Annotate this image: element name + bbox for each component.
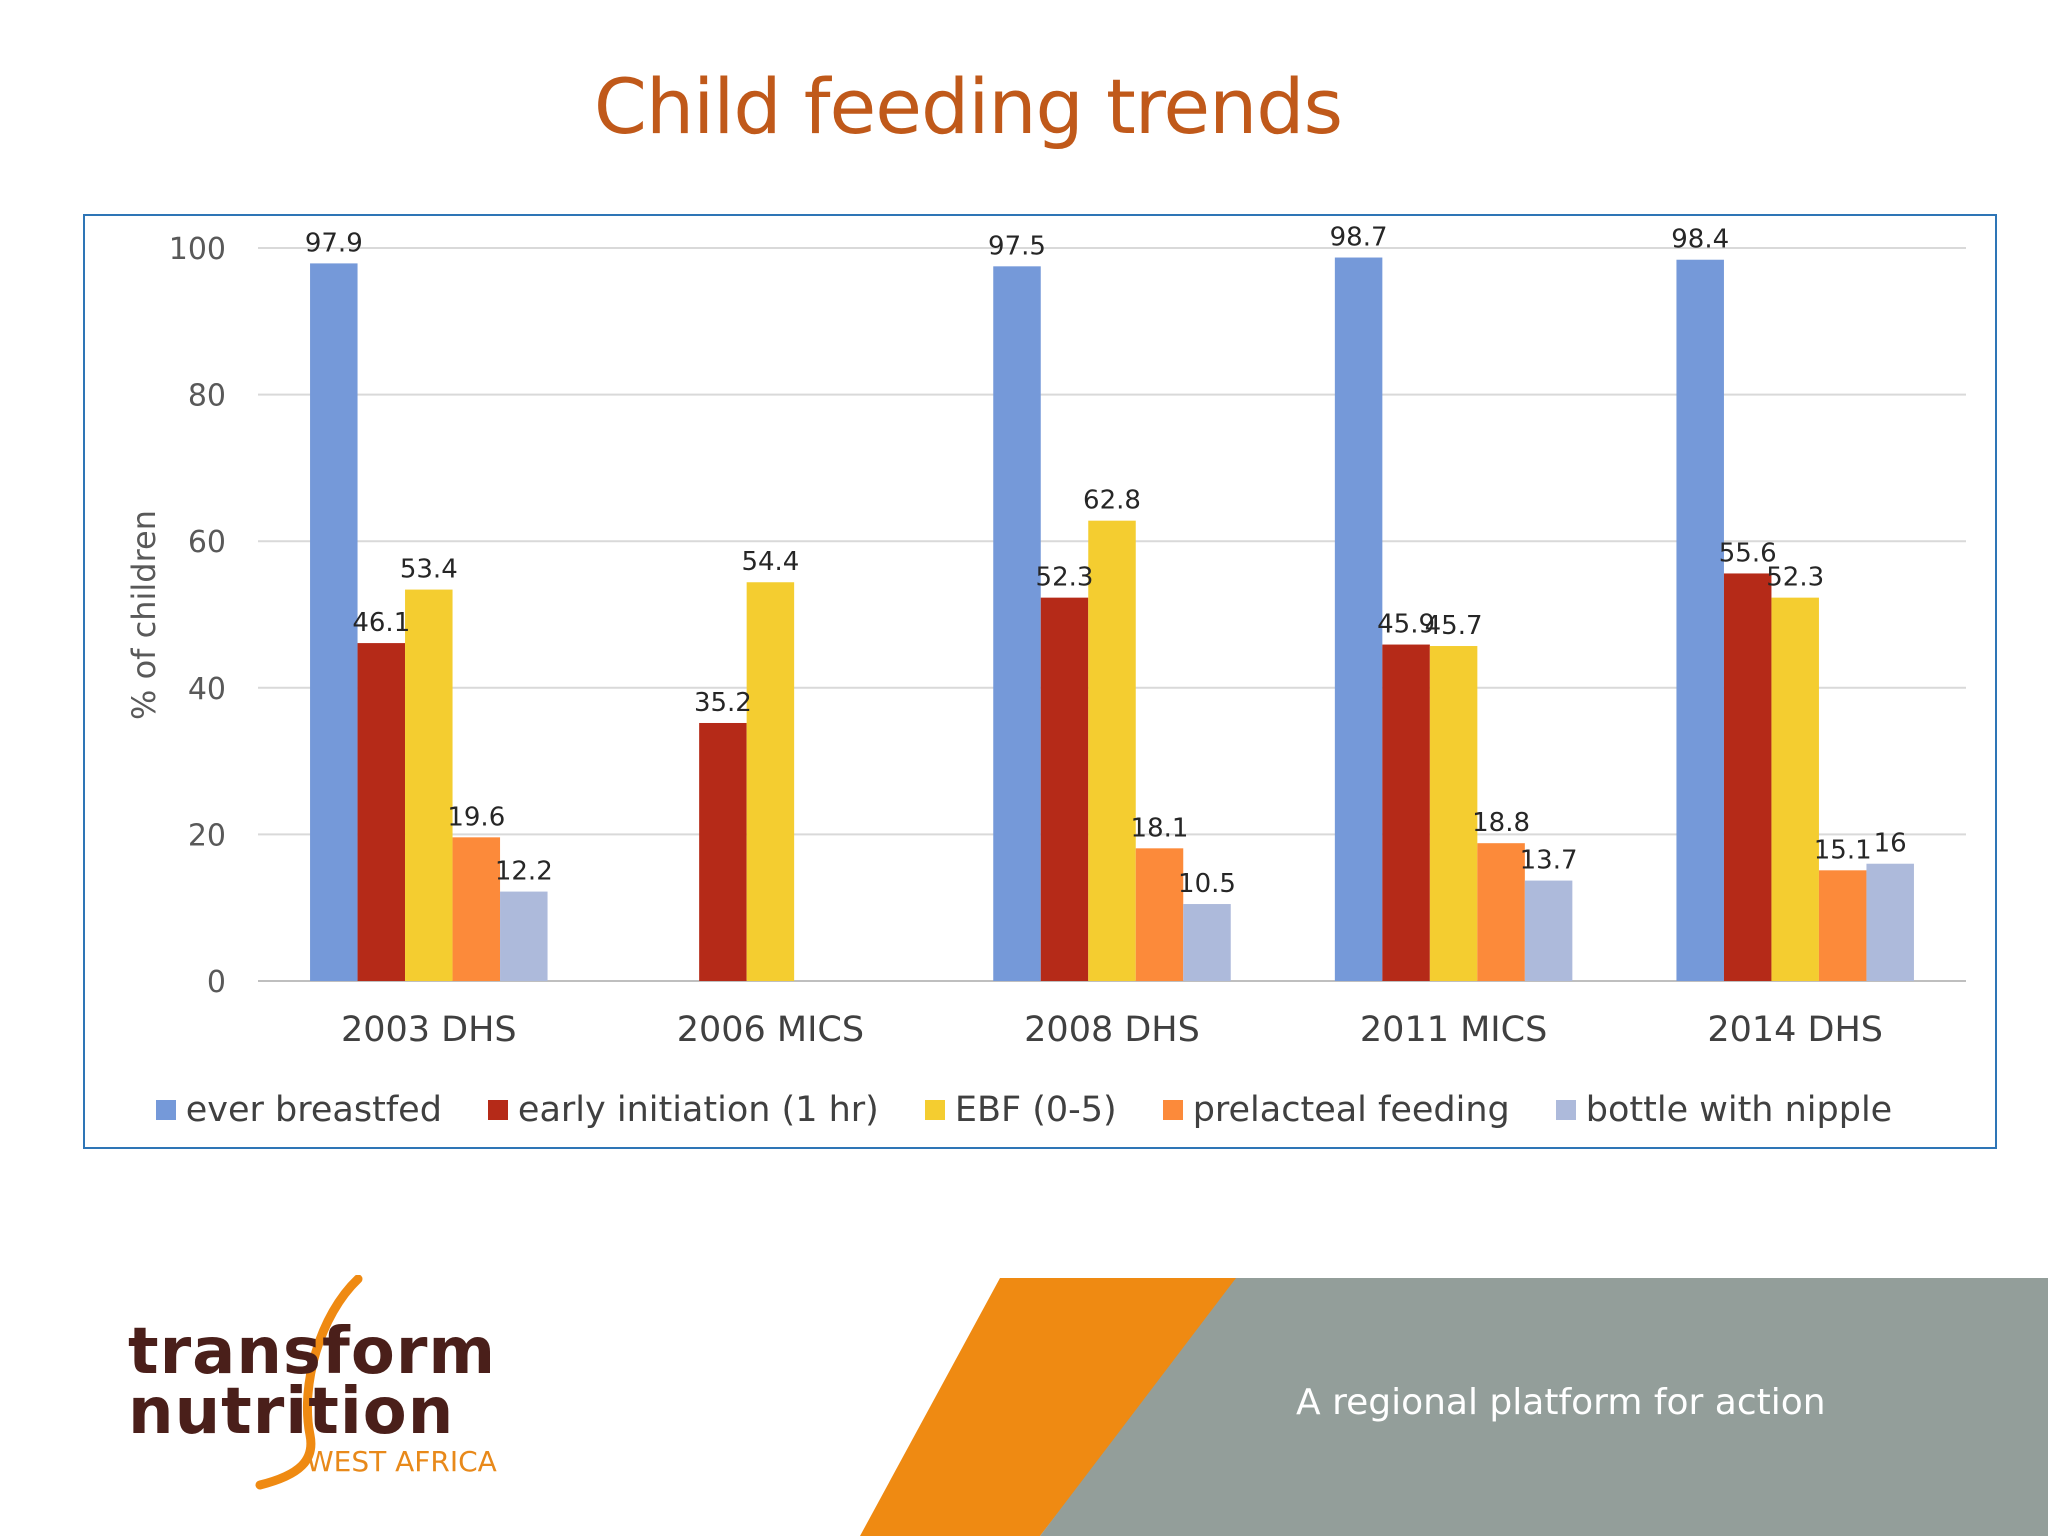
y-tick-label: 20 <box>188 818 226 853</box>
slide-title: Child feeding trends <box>593 62 1343 151</box>
bar-chart: 0 20 40 60 80 100 97.9 46.1 53.4 19.6 12.2 35.2 54.… <box>125 223 1966 1050</box>
legend-swatch <box>155 1100 176 1120</box>
data-labels: 97.9 46.1 53.4 19.6 12.2 35.2 54.4 97.5 52.3 62.8… <box>305 223 1907 900</box>
x-tick-labels: 2003 DHS 2006 MICS 2008 DHS 2011 MICS 2014 D… <box>341 1010 1883 1050</box>
data-label: 54.4 <box>741 547 799 577</box>
x-tick-label: 2008 DHS <box>1024 1010 1200 1050</box>
data-label: 55.6 <box>1719 538 1777 568</box>
bar-4-4 <box>1866 863 1914 981</box>
y-tick-label: 60 <box>188 525 226 560</box>
bar-2-1 <box>746 582 795 981</box>
data-label: 45.9 <box>1377 610 1435 640</box>
y-tick-label: 0 <box>207 965 226 1000</box>
x-tick-label: 2003 DHS <box>341 1010 517 1050</box>
data-label: 53.4 <box>400 555 458 585</box>
data-label: 46.1 <box>352 608 410 638</box>
bar-3-4 <box>1818 870 1867 981</box>
legend-swatch <box>1555 1100 1576 1120</box>
footer-band <box>860 1278 2048 1536</box>
data-label: 12.2 <box>495 857 553 887</box>
logo-subtitle: WEST AFRICA <box>306 1445 497 1478</box>
legend-item: early initiation (1 hr) <box>487 1090 879 1130</box>
bar-0-0 <box>310 263 358 981</box>
bar-2-3 <box>1429 646 1478 981</box>
bar-3-2 <box>1135 848 1184 981</box>
legend-swatch <box>487 1100 508 1120</box>
legend-label: prelacteal feeding <box>1192 1090 1510 1130</box>
data-label: 97.9 <box>305 228 363 258</box>
bar-0-4 <box>1676 259 1724 981</box>
bar-2-2 <box>1088 520 1136 981</box>
y-tick-label: 40 <box>188 672 226 707</box>
data-label: 52.3 <box>1036 563 1094 593</box>
x-tick-label: 2014 DHS <box>1707 1010 1883 1050</box>
chart-legend: ever breastfed early initiation (1 hr) EBF… <box>0 1090 2048 1130</box>
legend-item: bottle with nipple <box>1555 1090 1893 1130</box>
legend-label: ever breastfed <box>185 1090 442 1130</box>
data-label: 15.1 <box>1814 835 1872 865</box>
bar-1-1 <box>699 722 747 981</box>
bar-4-2 <box>1183 904 1231 981</box>
transform-nutrition-logo: transform nutrition WEST AFRICA <box>120 1275 520 1495</box>
y-tick-labels: 0 20 40 60 80 100 <box>169 232 226 1000</box>
bar-1-2 <box>1040 597 1089 981</box>
legend-label: bottle with nipple <box>1585 1090 1893 1130</box>
footer-orange-stripe <box>860 1278 1240 1536</box>
data-label: 98.7 <box>1330 223 1388 253</box>
y-tick-label: 80 <box>188 379 226 414</box>
bar-3-0 <box>452 837 501 981</box>
bar-0-2 <box>993 266 1041 981</box>
y-tick-label: 100 <box>169 232 226 267</box>
data-label: 98.4 <box>1671 225 1729 255</box>
data-label: 45.7 <box>1425 611 1483 641</box>
legend-item: prelacteal feeding <box>1162 1090 1510 1130</box>
footer-tagline: A regional platform for action <box>1296 1382 1826 1423</box>
bar-2-0 <box>405 589 453 981</box>
legend-label: EBF (0-5) <box>954 1090 1117 1130</box>
data-label: 62.8 <box>1083 486 1141 516</box>
bar-0-3 <box>1334 257 1383 981</box>
logo-text-line2: nutrition <box>128 1375 455 1449</box>
logo-swoosh-icon <box>255 1275 363 1490</box>
legend-item: EBF (0-5) <box>924 1090 1117 1130</box>
logo-text-line1: transform <box>128 1315 497 1389</box>
bar-1-3 <box>1382 644 1430 981</box>
bar-4-0 <box>500 891 548 981</box>
legend-label: early initiation (1 hr) <box>517 1090 879 1130</box>
bar-1-0 <box>357 643 406 981</box>
data-label: 18.1 <box>1131 813 1189 843</box>
data-label: 52.3 <box>1766 563 1824 593</box>
data-label: 10.5 <box>1178 869 1236 899</box>
x-tick-label: 2006 MICS <box>677 1010 864 1050</box>
legend-swatch <box>924 1100 945 1120</box>
bar-4-3 <box>1524 880 1573 981</box>
bar-1-4 <box>1723 573 1772 981</box>
data-label: 19.6 <box>447 802 505 832</box>
bars <box>310 257 1914 981</box>
footer-gray-panel <box>1040 1278 2048 1536</box>
data-label: 18.8 <box>1472 808 1530 838</box>
data-label: 13.7 <box>1520 846 1578 876</box>
bar-3-3 <box>1477 843 1525 981</box>
data-label: 35.2 <box>694 688 752 718</box>
data-label: 97.5 <box>988 231 1046 261</box>
legend-swatch <box>1162 1100 1183 1120</box>
bar-2-4 <box>1771 597 1819 981</box>
y-axis-label: % of children <box>125 510 163 720</box>
legend-item: ever breastfed <box>155 1090 442 1130</box>
data-label: 16 <box>1874 829 1907 859</box>
x-tick-label: 2011 MICS <box>1360 1010 1547 1050</box>
